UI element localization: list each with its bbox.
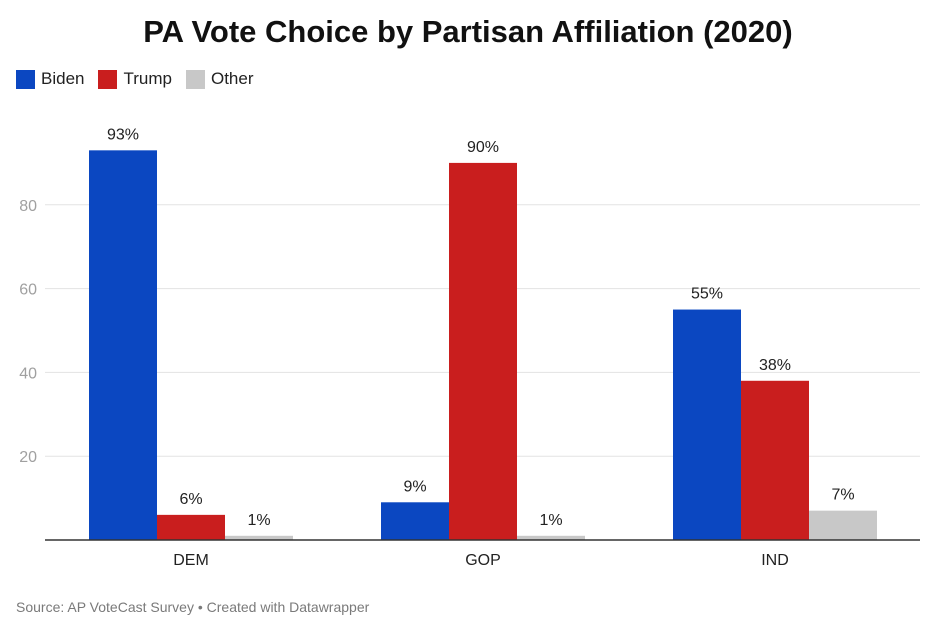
bar-value-label: 6% bbox=[179, 491, 202, 508]
legend-label-biden: Biden bbox=[41, 69, 85, 88]
source-footer: Source: AP VoteCast Survey • Created wit… bbox=[16, 599, 370, 615]
x-category-label: IND bbox=[761, 552, 789, 569]
legend: Biden Trump Other bbox=[16, 69, 254, 89]
bar-other-dem bbox=[225, 535, 293, 540]
y-tick-label: 20 bbox=[19, 449, 37, 466]
bar-biden-gop bbox=[381, 502, 449, 540]
bar-value-label: 93% bbox=[107, 126, 139, 143]
bar-trump-dem bbox=[157, 514, 225, 540]
legend-label-trump: Trump bbox=[123, 69, 172, 88]
bar-biden-ind bbox=[673, 309, 741, 540]
legend-item-trump: Trump bbox=[98, 69, 172, 89]
x-category-label: GOP bbox=[465, 552, 501, 569]
y-tick-label: 60 bbox=[19, 282, 37, 299]
bar-trump-ind bbox=[741, 380, 809, 540]
bar-value-label: 90% bbox=[467, 139, 499, 156]
chart-title: PA Vote Choice by Partisan Affiliation (… bbox=[143, 14, 793, 49]
legend-label-other: Other bbox=[210, 69, 254, 88]
bar-biden-dem bbox=[89, 150, 157, 540]
bar-value-label: 1% bbox=[247, 512, 270, 529]
bar-trump-gop bbox=[449, 162, 517, 540]
legend-item-biden: Biden bbox=[16, 69, 84, 89]
bar-value-label: 55% bbox=[691, 286, 723, 303]
x-category-label: DEM bbox=[173, 552, 209, 569]
legend-swatch-other bbox=[185, 69, 205, 89]
legend-item-other: Other bbox=[185, 69, 254, 89]
bar-other-ind bbox=[809, 510, 877, 540]
bar-value-label: 7% bbox=[831, 487, 854, 504]
bar-other-gop bbox=[517, 535, 585, 540]
bar-value-label: 1% bbox=[539, 512, 562, 529]
legend-swatch-biden bbox=[16, 69, 35, 89]
bar-chart: 20 40 60 80 93% 9% 55% 6% 90% 38% 1% 1% 7% DEM GOP IND bbox=[19, 126, 920, 569]
bar-value-label: 9% bbox=[403, 478, 426, 495]
y-tick-label: 80 bbox=[19, 198, 37, 215]
y-tick-label: 40 bbox=[19, 365, 37, 382]
bar-value-label: 38% bbox=[759, 357, 791, 374]
legend-swatch-trump bbox=[98, 69, 118, 89]
